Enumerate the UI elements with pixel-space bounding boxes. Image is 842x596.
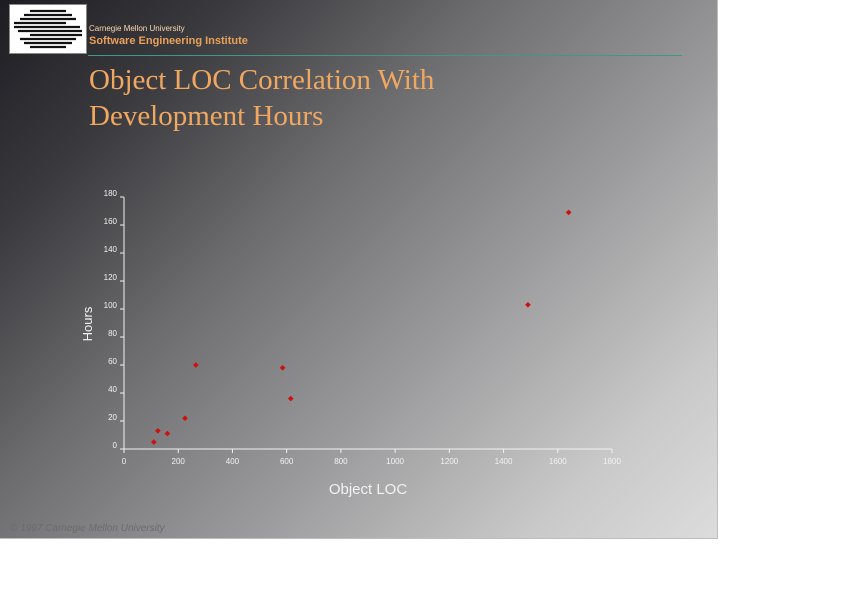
data-point	[193, 362, 199, 368]
slide-title: Object LOC Correlation With Development …	[89, 62, 434, 134]
slide-title-line-1: Object LOC Correlation With	[89, 64, 435, 96]
y-tick-label: 20	[108, 413, 117, 422]
y-tick-label: 160	[104, 217, 118, 226]
y-tick-label: 40	[108, 385, 117, 394]
y-tick-label: 0	[113, 441, 118, 450]
sei-striped-logo-icon	[14, 9, 82, 49]
y-axis-label: Hours	[80, 306, 95, 341]
y-tick-label: 140	[104, 245, 118, 254]
data-point	[155, 427, 161, 434]
x-tick-label: 1800	[603, 457, 621, 466]
y-tick-label: 60	[108, 357, 117, 366]
copyright-footer: © 1997 Carnegie Mellon University	[10, 523, 165, 534]
x-axis-label: Object LOC	[329, 481, 408, 498]
y-tick-label: 100	[104, 301, 118, 310]
y-tick-label: 180	[104, 189, 118, 198]
x-tick-label: 1000	[386, 457, 404, 466]
data-point	[182, 415, 188, 422]
data-point	[150, 439, 157, 445]
data-point	[279, 364, 286, 371]
x-tick-label: 1200	[440, 457, 458, 466]
org-university-name: Carnegie Mellon University	[89, 24, 185, 33]
sei-logo	[9, 4, 87, 54]
org-institute-name: Software Engineering Institute	[89, 35, 248, 47]
data-point	[164, 430, 171, 437]
data-point	[565, 209, 572, 216]
x-tick-label: 1600	[549, 457, 567, 466]
y-tick-label: 120	[104, 273, 118, 282]
x-tick-label: 800	[334, 457, 348, 466]
data-point	[287, 395, 294, 402]
x-tick-label: 0	[122, 457, 127, 466]
x-tick-label: 200	[172, 457, 186, 466]
x-tick-label: 600	[280, 457, 294, 466]
x-tick-label: 1400	[495, 457, 513, 466]
x-tick-label: 400	[226, 457, 240, 466]
data-point	[525, 301, 531, 308]
header-divider	[88, 55, 682, 56]
slide-title-line-2: Development Hours	[89, 100, 324, 132]
y-tick-label: 80	[108, 329, 117, 338]
